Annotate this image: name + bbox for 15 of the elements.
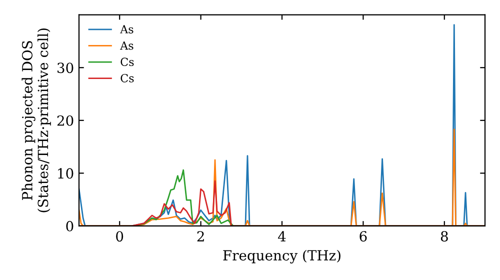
y-tick-label: 30 xyxy=(58,62,74,74)
y-tick-label: 10 xyxy=(58,168,74,179)
y-axis-title: Phonon projected DOS (States/THz·primitive cell) xyxy=(22,28,51,212)
y-tick-label: 0 xyxy=(66,220,74,232)
x-tick-label: 2 xyxy=(197,231,204,242)
y-tick-label: 20 xyxy=(57,115,74,126)
legend-label: Cs xyxy=(120,58,134,66)
x-tick-label: 6 xyxy=(360,231,367,242)
x-axis-title: Frequency (THz) xyxy=(223,250,340,264)
x-tick-label: 4 xyxy=(278,231,286,242)
x-tick-label: 0 xyxy=(116,231,124,242)
legend-label: As xyxy=(120,25,134,34)
x-tick-label: 8 xyxy=(440,231,448,242)
legend-label: Cs xyxy=(120,74,134,82)
legend-label: As xyxy=(120,41,134,50)
